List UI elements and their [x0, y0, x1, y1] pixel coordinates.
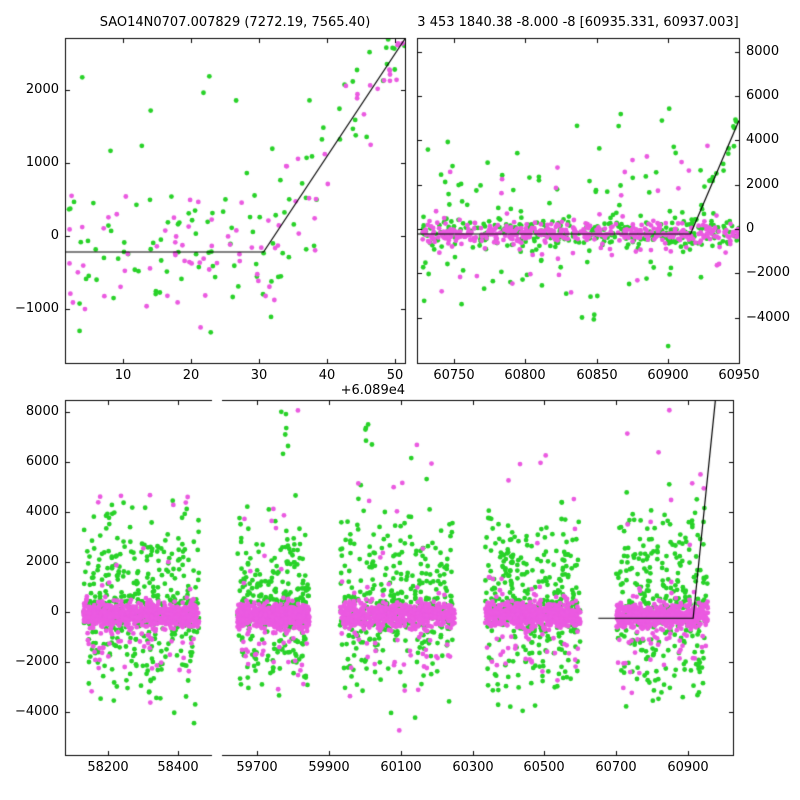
plot-canvas: [0, 0, 800, 800]
figure: SAO14N0707.007829 (7272.19, 7565.40) 3 4…: [0, 0, 800, 800]
